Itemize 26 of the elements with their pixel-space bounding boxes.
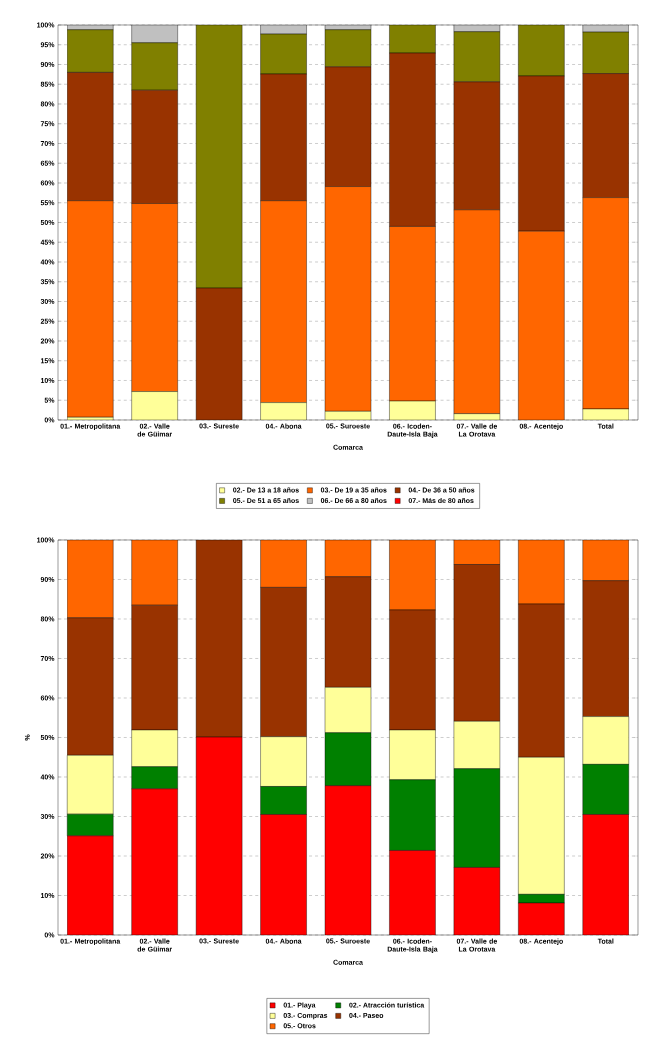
bar xyxy=(518,902,565,935)
bar xyxy=(453,540,501,565)
bar xyxy=(131,89,178,204)
bar xyxy=(324,540,372,577)
bar xyxy=(67,835,114,935)
bar xyxy=(67,72,114,201)
bar xyxy=(260,540,307,588)
bar xyxy=(260,73,307,201)
bar xyxy=(518,540,565,605)
bar xyxy=(582,540,629,581)
bar xyxy=(453,867,501,935)
bar xyxy=(260,814,307,935)
bar xyxy=(453,81,501,211)
bar xyxy=(324,785,372,935)
bar xyxy=(389,52,436,227)
bar xyxy=(324,66,372,187)
bar xyxy=(195,287,243,420)
bar xyxy=(582,73,629,198)
bar xyxy=(131,540,178,606)
bar xyxy=(67,540,114,619)
bar xyxy=(389,850,436,935)
bar xyxy=(195,736,243,935)
bar xyxy=(389,540,436,611)
bar xyxy=(518,75,565,232)
bar xyxy=(582,814,629,935)
bar xyxy=(131,788,178,935)
